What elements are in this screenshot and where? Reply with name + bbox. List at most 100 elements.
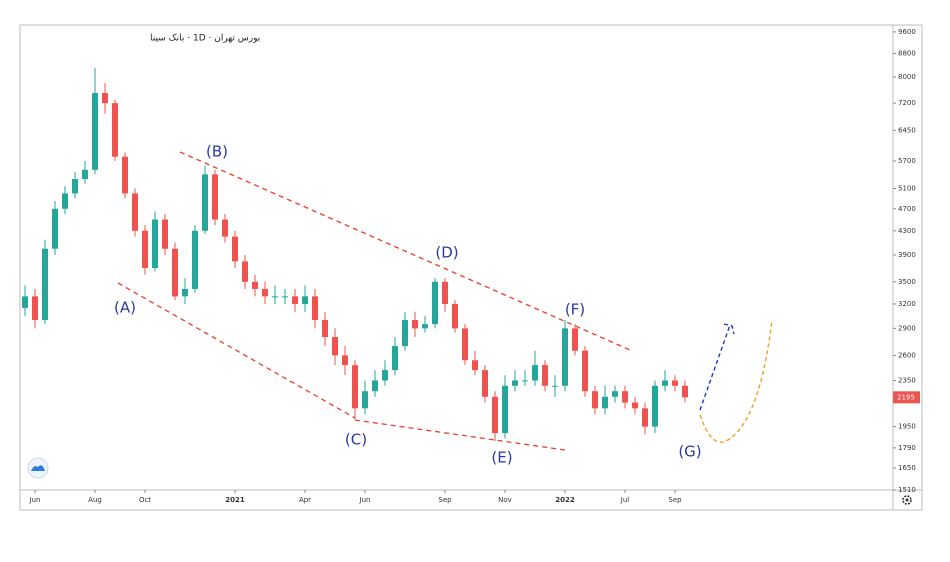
projection-curve xyxy=(699,319,773,443)
wave-label: (C) xyxy=(345,431,367,449)
chart-frame xyxy=(19,24,923,511)
y-tick-label: 9600 xyxy=(898,28,916,36)
candle-body xyxy=(582,350,588,392)
y-tick-label: 2350 xyxy=(898,376,916,384)
candle-body xyxy=(562,328,568,386)
candle-body xyxy=(272,296,278,298)
y-tick-label: 8800 xyxy=(898,49,916,57)
candle-body xyxy=(292,296,298,304)
price-label: 2195 xyxy=(897,393,915,401)
candle-body xyxy=(392,346,398,371)
x-tick-label: Sep xyxy=(438,496,452,504)
candle-body xyxy=(212,174,218,220)
candle-body xyxy=(112,103,118,157)
candle-body xyxy=(402,319,408,347)
candle-body xyxy=(232,236,238,262)
candle-body xyxy=(602,396,608,409)
candle-body xyxy=(152,219,158,269)
candle-body xyxy=(52,208,58,249)
candle-body xyxy=(592,391,598,409)
y-tick-label: 1790 xyxy=(898,444,916,452)
candle-body xyxy=(422,324,428,329)
candle-body xyxy=(182,288,188,297)
candle-body xyxy=(532,365,538,381)
y-tick-label: 5700 xyxy=(898,157,916,165)
candle-body xyxy=(72,179,78,194)
y-tick-label: 7200 xyxy=(898,99,916,107)
candle-body xyxy=(202,174,208,231)
y-tick-label: 6450 xyxy=(898,126,916,134)
y-tick-label: 3900 xyxy=(898,251,916,259)
candle-body xyxy=(472,360,478,371)
chart-title: بورس تهران · 1D · بانک سینا xyxy=(150,34,260,44)
upper-trend-line xyxy=(179,151,631,351)
candle-body xyxy=(342,355,348,366)
y-tick-label: 2600 xyxy=(898,351,916,359)
candle-body xyxy=(122,156,128,194)
x-tick-label: Apr xyxy=(299,496,311,504)
candle-body xyxy=(102,93,108,104)
candle-body xyxy=(82,169,88,180)
candle-body xyxy=(142,230,148,269)
candle-body xyxy=(552,385,558,387)
candle-body xyxy=(312,296,318,320)
candle-body xyxy=(412,319,418,329)
wave-label: (F) xyxy=(565,301,585,319)
x-tick-label: Jun xyxy=(29,496,41,504)
candle-body xyxy=(62,193,68,209)
candle-body xyxy=(22,296,28,308)
candle-body xyxy=(242,261,248,282)
candle-body xyxy=(662,380,668,386)
candle-body xyxy=(632,402,638,409)
candle-body xyxy=(652,385,658,427)
settings-icon[interactable] xyxy=(902,495,912,505)
x-tick-label: Sep xyxy=(668,496,682,504)
y-tick-label: 1950 xyxy=(898,423,916,431)
candle-body xyxy=(352,365,358,409)
candle-body xyxy=(612,391,618,397)
wave-label: (E) xyxy=(491,449,512,467)
candle-body xyxy=(222,219,228,237)
candle-body xyxy=(382,370,388,381)
candle-body xyxy=(252,281,258,289)
wave-label: (B) xyxy=(206,143,228,161)
candle-body xyxy=(332,337,338,356)
candle-body xyxy=(492,396,498,434)
wave-label: (D) xyxy=(435,244,458,262)
y-tick-label: 8000 xyxy=(898,73,916,81)
y-tick-label: 1650 xyxy=(898,464,916,472)
price-label-box xyxy=(893,391,920,404)
candle-body xyxy=(442,281,448,304)
candle-body xyxy=(572,328,578,351)
x-tick-label: Aug xyxy=(88,496,102,504)
candle-body xyxy=(92,93,98,170)
candle-body xyxy=(362,391,368,409)
candle-body xyxy=(322,319,328,338)
wave-label: (A) xyxy=(114,299,136,317)
y-tick-label: 3500 xyxy=(898,278,916,286)
x-tick-label: 2021 xyxy=(225,496,245,504)
candle-body xyxy=(672,380,678,386)
y-tick-label: 2900 xyxy=(898,324,916,332)
y-tick-label: 3200 xyxy=(898,300,916,308)
lower-trend-line xyxy=(117,282,356,419)
y-tick-label: 5100 xyxy=(898,185,916,193)
candle-body xyxy=(42,248,48,320)
y-tick-label: 4300 xyxy=(898,227,916,235)
candle-body xyxy=(132,193,138,231)
x-tick-label: Nov xyxy=(498,496,512,504)
x-tick-label: Oct xyxy=(139,496,151,504)
candle-body xyxy=(192,230,198,289)
candle-body xyxy=(622,391,628,403)
candle-body xyxy=(462,328,468,361)
candle-body xyxy=(642,408,648,427)
y-tick-label: 4700 xyxy=(898,205,916,213)
logo xyxy=(27,457,49,479)
projection-up xyxy=(699,323,735,411)
y-tick-label: 1510 xyxy=(898,486,916,494)
x-tick-label: 2022 xyxy=(555,496,575,504)
candle-body xyxy=(432,281,438,325)
candle-body xyxy=(512,380,518,386)
candle-body xyxy=(372,380,378,392)
